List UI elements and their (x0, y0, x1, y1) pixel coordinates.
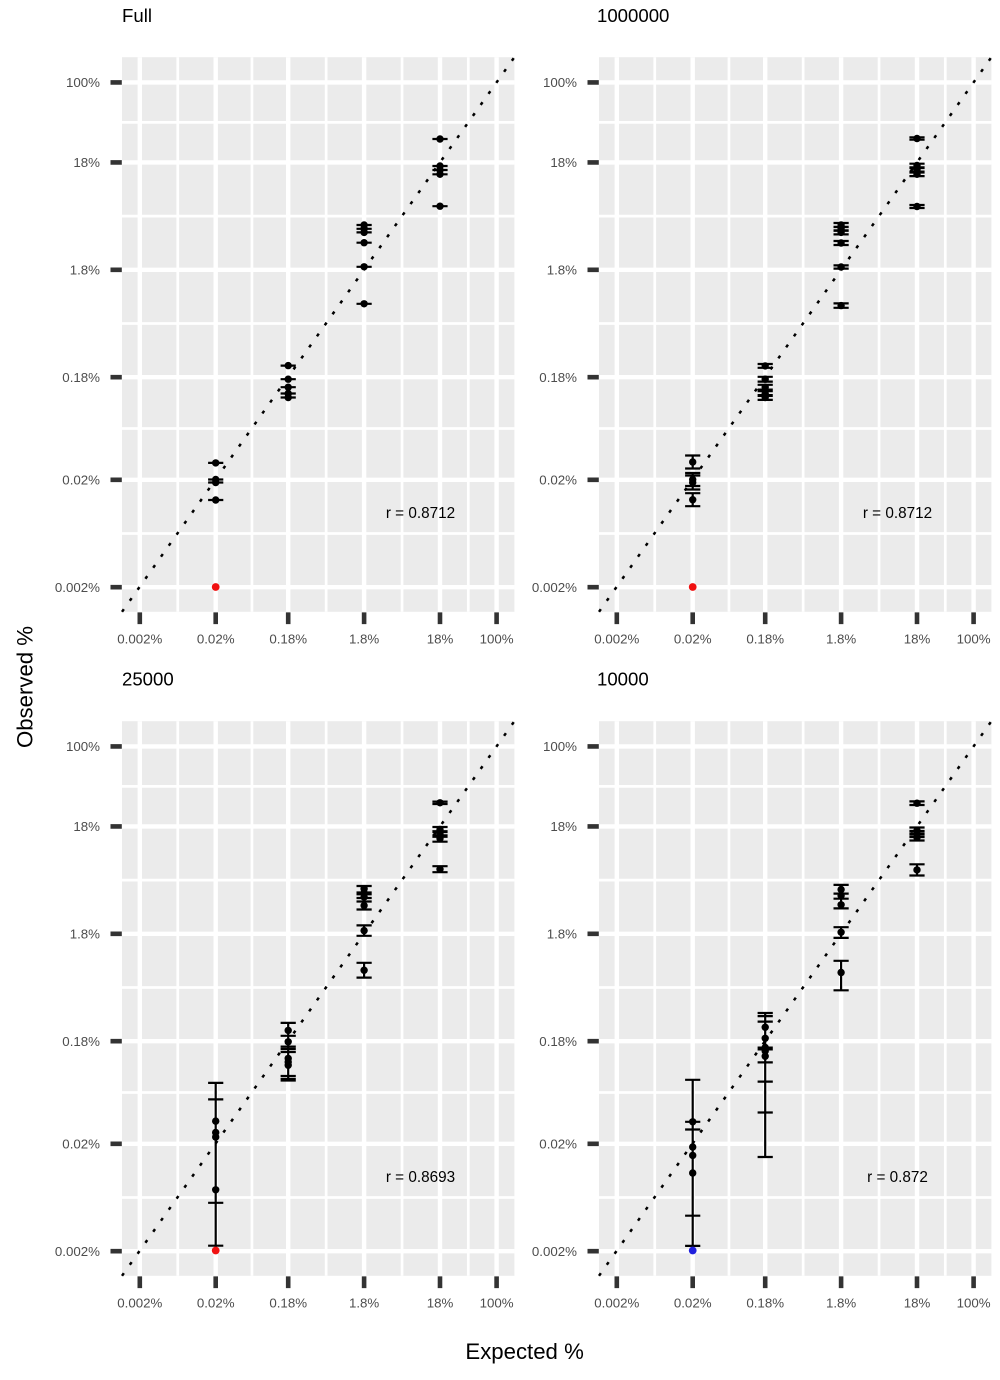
svg-text:100%: 100% (66, 75, 100, 90)
svg-text:0.002%: 0.002% (594, 632, 639, 647)
svg-text:100%: 100% (957, 632, 991, 647)
svg-text:0.002%: 0.002% (55, 580, 100, 595)
svg-text:Expected %: Expected % (465, 1339, 583, 1364)
svg-text:r = 0.8712: r = 0.8712 (386, 505, 455, 522)
svg-text:1.8%: 1.8% (547, 927, 577, 942)
svg-text:0.002%: 0.002% (55, 1244, 100, 1259)
svg-text:1.8%: 1.8% (349, 632, 379, 647)
svg-text:18%: 18% (904, 1296, 931, 1311)
svg-text:100%: 100% (480, 632, 514, 647)
svg-text:Full: Full (122, 5, 152, 26)
svg-text:0.18%: 0.18% (746, 632, 784, 647)
svg-text:0.002%: 0.002% (594, 1296, 639, 1311)
svg-text:0.18%: 0.18% (746, 1296, 784, 1311)
svg-text:0.02%: 0.02% (62, 1137, 100, 1152)
svg-text:10000: 10000 (597, 668, 649, 689)
svg-text:0.02%: 0.02% (62, 473, 100, 488)
svg-text:0.002%: 0.002% (532, 580, 577, 595)
svg-text:1.8%: 1.8% (547, 263, 577, 278)
svg-text:0.02%: 0.02% (197, 1296, 235, 1311)
svg-text:25000: 25000 (122, 668, 174, 689)
svg-text:18%: 18% (427, 1296, 454, 1311)
svg-text:r = 0.8712: r = 0.8712 (863, 505, 932, 522)
svg-text:r = 0.872: r = 0.872 (867, 1169, 928, 1186)
svg-text:1.8%: 1.8% (70, 263, 100, 278)
svg-text:1.8%: 1.8% (826, 632, 856, 647)
svg-text:18%: 18% (73, 155, 100, 170)
svg-text:18%: 18% (904, 632, 931, 647)
svg-text:0.18%: 0.18% (62, 1034, 100, 1049)
svg-text:0.002%: 0.002% (117, 1296, 162, 1311)
svg-text:100%: 100% (66, 739, 100, 754)
svg-text:0.18%: 0.18% (269, 1296, 307, 1311)
svg-text:1.8%: 1.8% (349, 1296, 379, 1311)
svg-text:100%: 100% (480, 1296, 514, 1311)
svg-text:Observed %: Observed % (12, 626, 37, 748)
svg-text:1.8%: 1.8% (70, 927, 100, 942)
svg-text:0.18%: 0.18% (539, 1034, 577, 1049)
svg-text:100%: 100% (543, 75, 577, 90)
svg-text:0.02%: 0.02% (674, 1296, 712, 1311)
svg-text:18%: 18% (550, 155, 577, 170)
svg-text:0.02%: 0.02% (539, 473, 577, 488)
svg-text:0.02%: 0.02% (197, 632, 235, 647)
svg-text:0.18%: 0.18% (539, 370, 577, 385)
svg-text:1000000: 1000000 (597, 5, 669, 26)
svg-text:100%: 100% (543, 739, 577, 754)
svg-text:100%: 100% (957, 1296, 991, 1311)
svg-text:0.002%: 0.002% (532, 1244, 577, 1259)
svg-text:18%: 18% (550, 819, 577, 834)
svg-text:0.02%: 0.02% (539, 1137, 577, 1152)
svg-text:1.8%: 1.8% (826, 1296, 856, 1311)
svg-text:0.02%: 0.02% (674, 632, 712, 647)
svg-text:0.18%: 0.18% (269, 632, 307, 647)
svg-text:18%: 18% (427, 632, 454, 647)
svg-text:r = 0.8693: r = 0.8693 (386, 1169, 455, 1186)
svg-text:0.002%: 0.002% (117, 632, 162, 647)
svg-text:18%: 18% (73, 819, 100, 834)
svg-text:0.18%: 0.18% (62, 370, 100, 385)
